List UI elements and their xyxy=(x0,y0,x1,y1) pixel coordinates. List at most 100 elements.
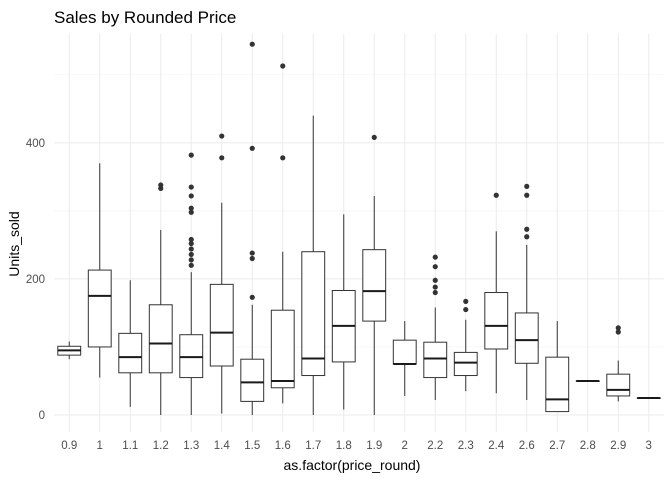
box-1.7 xyxy=(301,115,326,415)
outlier-point xyxy=(432,277,438,283)
box-2.7 xyxy=(545,321,570,413)
outlier-point xyxy=(280,63,286,69)
boxplots xyxy=(57,41,661,415)
iqr-box xyxy=(87,269,112,348)
iqr-box xyxy=(606,373,631,397)
outlier-point xyxy=(188,240,194,247)
x-tick-label: 1.6 xyxy=(275,440,291,452)
x-tick-label: 2.9 xyxy=(610,440,626,452)
box-3 xyxy=(636,396,661,399)
outlier-point xyxy=(463,306,469,313)
box-0.9 xyxy=(57,341,82,360)
x-tick-label: 2.3 xyxy=(458,440,474,452)
y-tick-label: 200 xyxy=(26,274,45,286)
iqr-box xyxy=(423,341,448,379)
outlier-point xyxy=(280,155,286,161)
iqr-box xyxy=(179,334,204,379)
y-axis-ticks: 0 200 400 xyxy=(26,138,45,422)
outlier-point xyxy=(219,133,225,139)
x-axis-ticks: 0.9 1 1.1 1.2 1.3 1.4 1.5 1.6 1.7 1.8 1.9 2 2.2 2.3 2.… xyxy=(61,440,652,452)
x-tick-label: 1.8 xyxy=(336,440,352,452)
iqr-box xyxy=(484,292,509,350)
iqr-box xyxy=(301,251,326,377)
x-tick-label: 3 xyxy=(646,440,652,452)
outlier-point xyxy=(188,193,194,199)
y-tick-label: 0 xyxy=(39,410,45,422)
iqr-box xyxy=(453,351,478,377)
x-tick-label: 2 xyxy=(402,440,408,452)
y-axis-title: Units_sold xyxy=(6,211,22,276)
outlier-point xyxy=(432,284,438,290)
iqr-box xyxy=(118,332,143,374)
y-tick-label: 400 xyxy=(26,138,45,150)
x-tick-label: 1 xyxy=(97,440,103,452)
x-tick-label: 1.4 xyxy=(214,440,231,452)
box-1.2 xyxy=(148,182,173,415)
box-2.8 xyxy=(575,379,600,382)
iqr-box xyxy=(240,358,265,402)
x-axis-title: as.factor(price_round) xyxy=(284,457,421,473)
iqr-box xyxy=(148,304,173,374)
iqr-box xyxy=(209,283,234,367)
x-tick-label: 2.2 xyxy=(427,440,443,452)
x-tick-label: 2.7 xyxy=(549,440,565,452)
box-2 xyxy=(392,321,417,396)
iqr-box xyxy=(392,339,417,365)
outlier-point xyxy=(524,234,530,240)
outlier-point xyxy=(524,226,530,232)
outlier-point xyxy=(249,250,255,256)
outlier-point xyxy=(432,254,438,260)
outlier-point xyxy=(249,294,255,300)
box-1.5 xyxy=(240,41,265,415)
box-2.4 xyxy=(484,192,509,394)
box-1.3 xyxy=(179,152,204,415)
x-tick-label: 2.4 xyxy=(488,440,505,452)
x-tick-label: 2.8 xyxy=(580,440,596,452)
x-tick-label: 1.7 xyxy=(305,440,321,452)
outlier-point xyxy=(188,152,194,158)
outlier-point xyxy=(188,257,194,263)
outlier-point xyxy=(524,192,530,198)
chart-title: Sales by Rounded Price xyxy=(54,8,236,27)
outlier-point xyxy=(615,329,621,335)
box-1 xyxy=(87,163,112,378)
box-2.2 xyxy=(423,254,448,401)
x-tick-label: 1.3 xyxy=(183,440,199,452)
box-2.3 xyxy=(453,298,478,392)
iqr-box xyxy=(545,356,570,413)
box-2.6 xyxy=(514,183,539,401)
outlier-point xyxy=(188,209,194,215)
outlier-point xyxy=(188,246,194,252)
outlier-point xyxy=(493,192,499,198)
box-1.9 xyxy=(362,134,387,415)
outlier-point xyxy=(249,41,255,47)
iqr-box xyxy=(514,312,539,364)
outlier-point xyxy=(432,289,438,296)
outlier-point xyxy=(615,325,621,331)
outlier-point xyxy=(188,262,194,268)
outlier-point xyxy=(249,255,255,262)
box-1.1 xyxy=(118,280,143,407)
x-tick-label: 1.9 xyxy=(366,440,382,452)
grid xyxy=(54,34,664,432)
outlier-point xyxy=(249,145,255,151)
outlier-point xyxy=(524,183,530,189)
outlier-point xyxy=(158,182,164,188)
outlier-point xyxy=(188,236,194,243)
x-tick-label: 0.9 xyxy=(61,440,77,452)
outlier-point xyxy=(188,184,194,190)
x-tick-label: 1.2 xyxy=(153,440,169,452)
box-2.9 xyxy=(606,325,631,402)
outlier-point xyxy=(219,155,225,161)
box-1.8 xyxy=(331,214,356,410)
outlier-point xyxy=(371,134,377,141)
outlier-point xyxy=(188,251,194,258)
outlier-point xyxy=(188,205,194,211)
x-tick-label: 1.5 xyxy=(244,440,260,452)
box-1.4 xyxy=(209,133,234,414)
outlier-point xyxy=(432,264,438,270)
x-tick-label: 1.1 xyxy=(122,440,138,452)
iqr-box xyxy=(362,249,387,322)
outlier-point xyxy=(463,298,469,304)
